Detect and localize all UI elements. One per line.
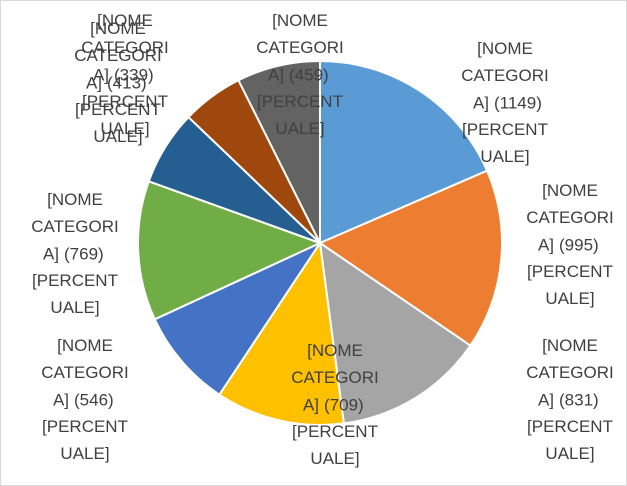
category-label-end: A] bbox=[473, 93, 489, 112]
category-label-end: A] bbox=[303, 395, 319, 414]
percent-label: [PERCENT UALE] bbox=[462, 120, 548, 166]
pie-slice bbox=[153, 240, 323, 397]
percent-label: [PERCENT UALE] bbox=[527, 262, 613, 308]
category-label-end: A] bbox=[43, 244, 59, 263]
percent-label: [PERCENT UALE] bbox=[527, 417, 613, 463]
value-label: (709) bbox=[324, 395, 364, 414]
pie-slice bbox=[217, 240, 345, 426]
category-label: [NOME CATEGORI bbox=[256, 11, 344, 57]
percent-label: [PERCENT UALE] bbox=[32, 271, 118, 317]
pie-slice bbox=[318, 240, 472, 425]
percent-label: [PERCENT UALE] bbox=[292, 422, 378, 468]
value-label: (995) bbox=[559, 235, 599, 254]
value-label: (339) bbox=[114, 65, 154, 84]
value-label: (831) bbox=[559, 390, 599, 409]
category-label: [NOME CATEGORI bbox=[461, 39, 549, 85]
pie-slice bbox=[237, 59, 321, 244]
pie-slice bbox=[137, 180, 323, 321]
pie-slice bbox=[319, 59, 489, 245]
pie-slice bbox=[317, 169, 503, 347]
value-label: (546) bbox=[74, 390, 114, 409]
category-label: [NOME CATEGORI bbox=[81, 11, 169, 57]
value-label: (413) bbox=[107, 73, 147, 92]
category-label: [NOME CATEGORI bbox=[526, 181, 614, 227]
category-label: [NOME CATEGORI bbox=[41, 336, 129, 382]
category-label-end: A] bbox=[268, 65, 284, 84]
percent-label: [PERCENT UALE] bbox=[82, 92, 168, 138]
category-label-end: A] bbox=[53, 390, 69, 409]
category-label: [NOME CATEGORI bbox=[291, 341, 379, 387]
category-label: [NOME CATEGORI bbox=[74, 19, 162, 65]
category-label: [NOME CATEGORI bbox=[526, 336, 614, 382]
category-label-end: A] bbox=[93, 65, 109, 84]
percent-label: [PERCENT UALE] bbox=[75, 100, 161, 146]
value-label: (769) bbox=[64, 244, 104, 263]
value-label: (459) bbox=[289, 65, 329, 84]
category-label-end: A] bbox=[538, 235, 554, 254]
category-label-end: A] bbox=[538, 390, 554, 409]
category-label: [NOME CATEGORI bbox=[31, 190, 119, 236]
percent-label: [PERCENT UALE] bbox=[42, 417, 128, 463]
percent-label: [PERCENT UALE] bbox=[257, 92, 343, 138]
category-label-end: A] bbox=[86, 73, 102, 92]
value-label: (1149) bbox=[494, 93, 542, 112]
